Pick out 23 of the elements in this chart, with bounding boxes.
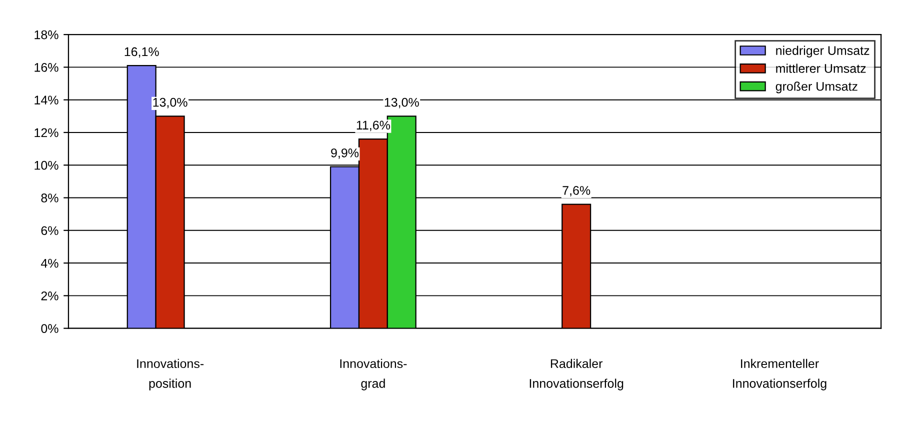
y-tick-label: 14%	[34, 96, 58, 104]
data-label: 13,0%	[153, 98, 188, 108]
x-tick-label: Innovations- position	[137, 358, 204, 390]
data-label: 9,9%	[331, 148, 359, 159]
data-label: 13,0%	[384, 98, 419, 108]
y-tick-label: 18%	[34, 30, 58, 40]
legend-label: großer Umsatz	[776, 82, 858, 94]
legend-label: mittlerer Umsatz	[776, 64, 866, 73]
y-tick-label: 12%	[34, 128, 58, 138]
y-tick-label: 2%	[41, 291, 58, 300]
legend-label: niedriger Umsatz	[776, 46, 870, 58]
y-tick-label: 6%	[41, 226, 58, 236]
y-tick-label: 4%	[40, 258, 58, 268]
y-tick-label: 0%	[41, 324, 58, 333]
data-label: 11,6%	[356, 120, 390, 132]
x-tick-label: Innovations- grad	[340, 358, 407, 390]
x-tick-label: Inkrementeller Innovationserfolg	[733, 358, 826, 390]
data-label: 7,6%	[562, 186, 590, 196]
data-label: 16,1%	[124, 47, 159, 58]
y-tick-label: 10%	[34, 160, 58, 170]
y-tick-label: 16%	[34, 63, 58, 72]
x-tick-label: Radikaler Innovationserfolg	[530, 358, 624, 390]
y-tick-label: 8%	[41, 194, 58, 202]
